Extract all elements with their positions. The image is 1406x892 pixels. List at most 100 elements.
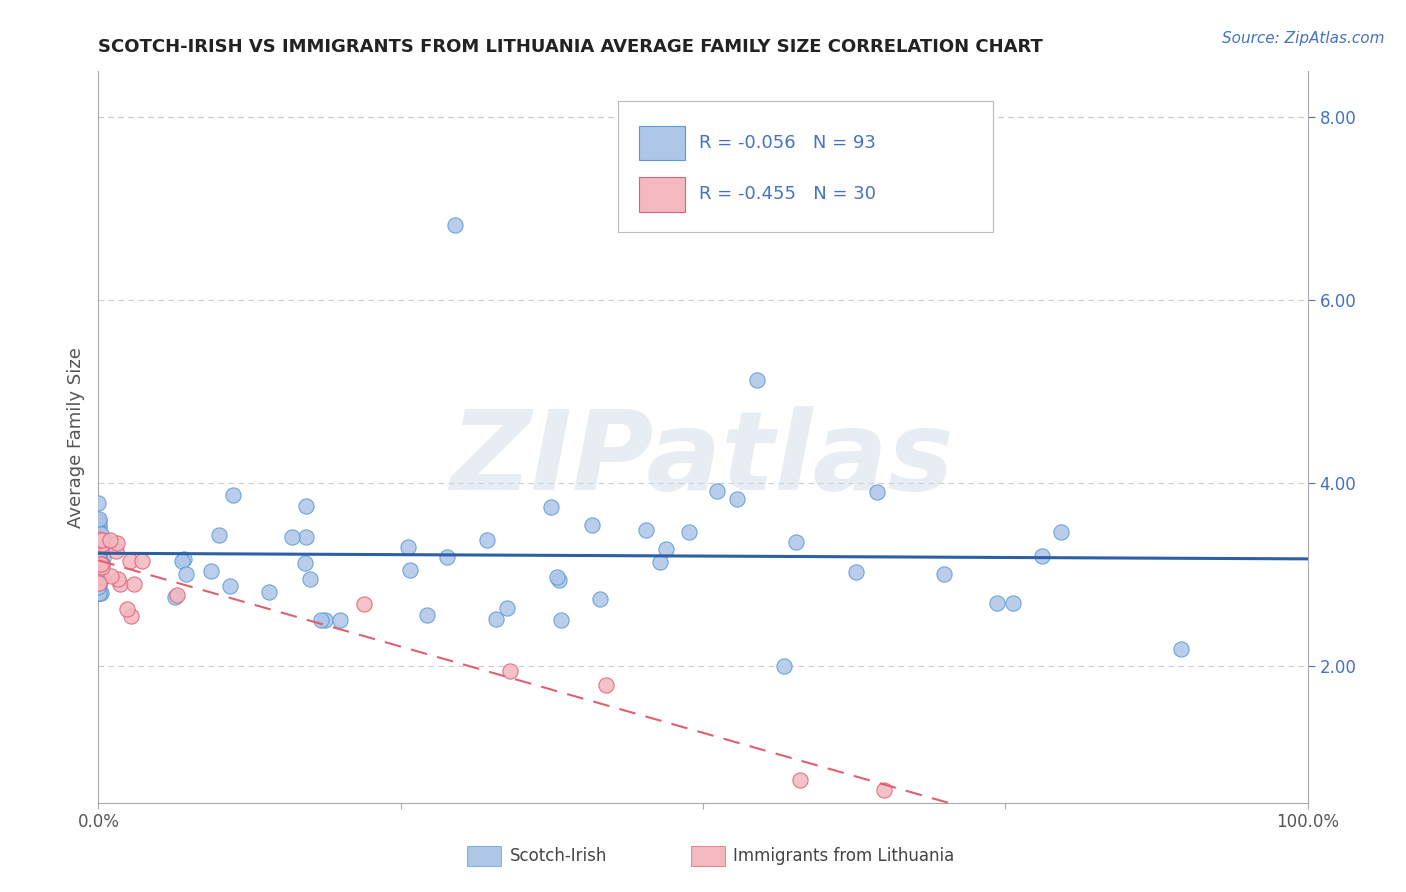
Point: [98, 533, 121, 548]
Point: [87, 536, 110, 550]
Point: [107, 573, 129, 587]
Point: [89, 533, 111, 547]
Point: [87, 559, 110, 574]
Point: [87, 516, 110, 530]
Point: [294, 499, 316, 513]
Point: [550, 613, 572, 627]
Point: [595, 678, 617, 692]
Point: [87, 527, 110, 541]
Point: [934, 567, 956, 582]
Point: [655, 541, 678, 556]
Point: [90, 528, 112, 542]
Point: [120, 608, 142, 623]
Text: ZIPatlas: ZIPatlas: [451, 406, 955, 513]
Point: [773, 658, 796, 673]
Point: [581, 517, 603, 532]
Point: [298, 573, 321, 587]
Point: [87, 580, 110, 594]
Point: [87, 553, 110, 567]
Point: [309, 613, 332, 627]
Point: [89, 571, 111, 585]
Point: [399, 563, 422, 577]
Point: [87, 585, 110, 599]
Point: [329, 613, 352, 627]
Point: [87, 536, 110, 550]
Point: [87, 496, 110, 510]
Point: [87, 526, 110, 541]
Point: [866, 484, 889, 499]
Point: [90, 558, 112, 572]
Point: [208, 528, 231, 542]
Point: [485, 611, 508, 625]
Point: [588, 592, 610, 607]
Point: [87, 524, 110, 539]
Point: [90, 559, 112, 574]
Point: [219, 579, 242, 593]
Point: [115, 602, 138, 616]
Text: R = -0.455   N = 30: R = -0.455 N = 30: [699, 186, 876, 203]
Point: [94, 539, 117, 553]
Point: [87, 547, 110, 561]
Point: [845, 565, 868, 579]
Text: R = -0.056   N = 93: R = -0.056 N = 93: [699, 134, 876, 152]
Point: [87, 585, 110, 599]
Point: [87, 565, 110, 579]
Point: [87, 559, 110, 574]
Point: [89, 538, 111, 552]
Point: [87, 519, 110, 533]
Point: [91, 551, 114, 566]
Text: Immigrants from Lithuania: Immigrants from Lithuania: [734, 847, 955, 865]
Point: [105, 543, 128, 558]
Point: [94, 533, 117, 548]
Point: [87, 564, 110, 578]
Point: [89, 541, 111, 556]
Point: [87, 533, 110, 548]
Point: [87, 576, 110, 591]
Point: [294, 556, 316, 570]
Point: [87, 543, 110, 558]
Point: [87, 536, 110, 550]
Point: [89, 535, 111, 549]
Point: [89, 519, 111, 533]
Point: [87, 576, 110, 591]
Point: [546, 570, 568, 584]
Point: [444, 218, 467, 232]
Point: [90, 527, 112, 541]
FancyBboxPatch shape: [619, 101, 993, 232]
Point: [221, 488, 243, 502]
Point: [496, 601, 519, 615]
Point: [636, 523, 658, 537]
Point: [91, 569, 114, 583]
Point: [725, 492, 748, 507]
Point: [1170, 642, 1192, 657]
Point: [87, 542, 110, 557]
Point: [396, 540, 419, 554]
Point: [747, 373, 769, 387]
Point: [89, 546, 111, 560]
Point: [131, 554, 153, 568]
Point: [172, 554, 194, 568]
Point: [200, 564, 222, 578]
Point: [89, 543, 111, 558]
Point: [163, 591, 186, 605]
Point: [89, 532, 111, 546]
Point: [415, 607, 437, 622]
Point: [789, 773, 811, 788]
Point: [90, 585, 112, 599]
Point: [110, 576, 132, 591]
Point: [475, 533, 498, 548]
Text: Source: ZipAtlas.com: Source: ZipAtlas.com: [1222, 31, 1385, 46]
Point: [785, 535, 807, 549]
Point: [873, 783, 896, 797]
Point: [498, 664, 520, 678]
Point: [1050, 525, 1073, 540]
Point: [295, 530, 318, 544]
Point: [314, 613, 336, 627]
Point: [1031, 549, 1053, 563]
Point: [91, 558, 114, 572]
Point: [1001, 596, 1024, 610]
Point: [122, 577, 145, 591]
Point: [353, 598, 375, 612]
Point: [89, 532, 111, 546]
Point: [706, 483, 728, 498]
